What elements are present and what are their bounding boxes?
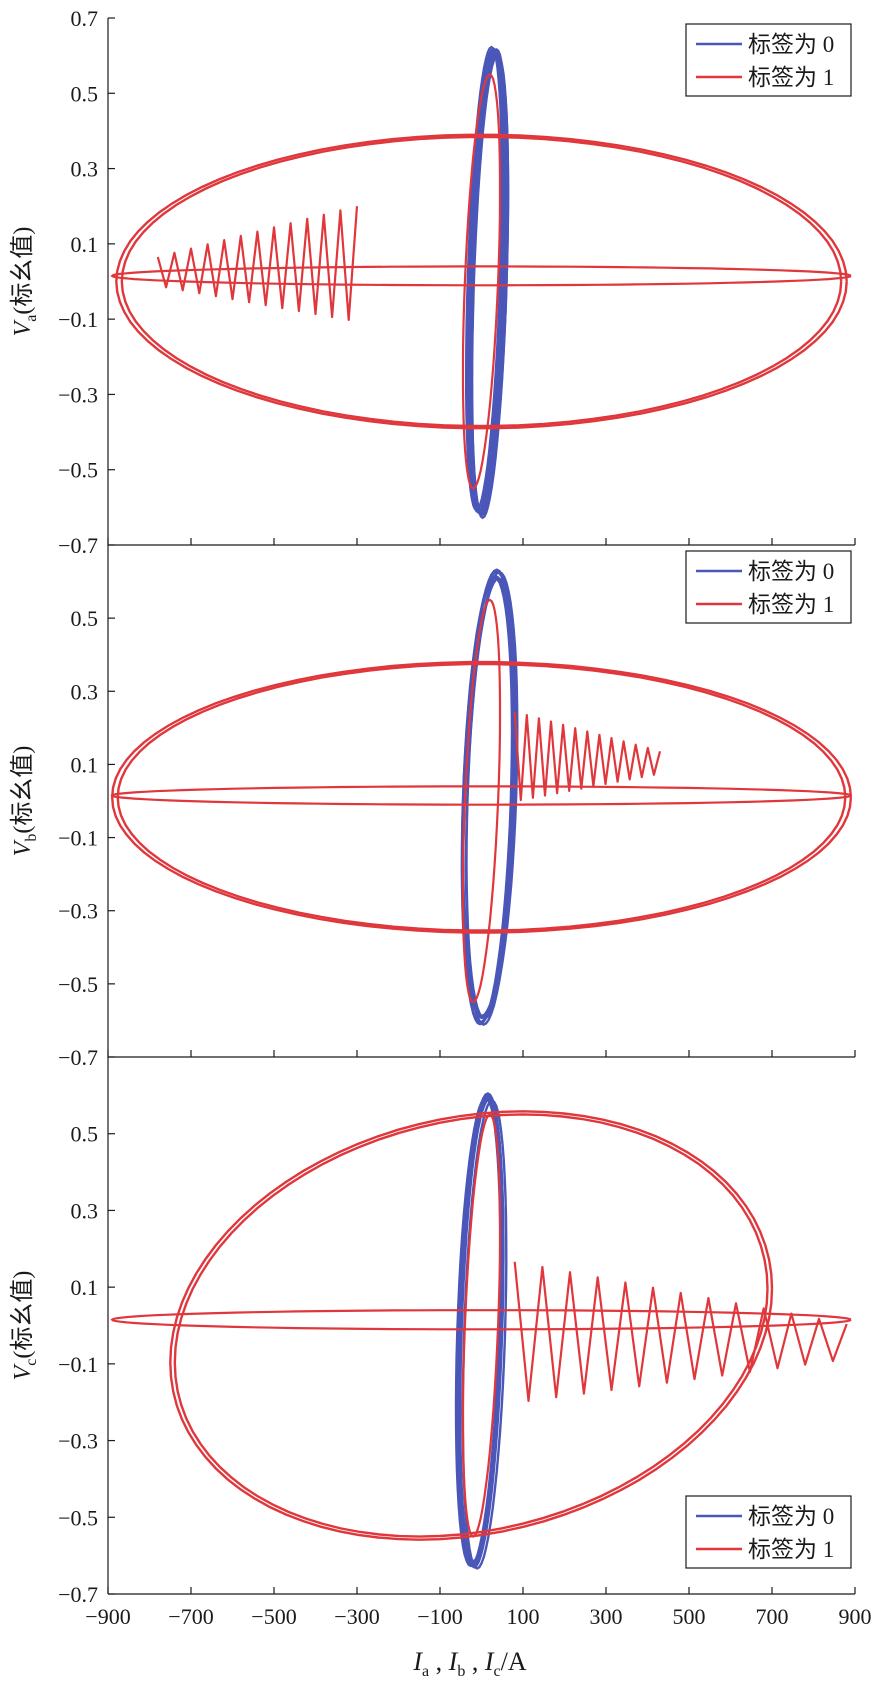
series-label0-b xyxy=(460,568,519,1026)
y-axis-label-a: Va(标幺值) xyxy=(9,227,40,337)
legend-label: 标签为 0 xyxy=(748,559,834,584)
y-tick-label: 0.1 xyxy=(71,1275,99,1300)
series-label1-b xyxy=(110,598,853,1004)
legend-c: 标签为 0 标签为 1 xyxy=(685,1495,852,1569)
legend-label: 标签为 1 xyxy=(748,1537,834,1562)
series-line xyxy=(173,1113,769,1538)
series-line xyxy=(513,1261,848,1402)
y-axis-label-c: Vc(标幺值) xyxy=(9,1271,40,1381)
y-tick-label: 0.3 xyxy=(71,1198,99,1223)
series-line xyxy=(120,135,843,428)
x-tick-label: 700 xyxy=(756,1604,789,1629)
x-tick-label: −100 xyxy=(417,1604,462,1629)
y-tick-label: −0.7 xyxy=(58,1582,98,1607)
legend-label: 标签为 0 xyxy=(748,1504,834,1529)
x-tick-label: 300 xyxy=(590,1604,623,1629)
y-tick-label: −0.1 xyxy=(58,1352,98,1377)
panel-a: −0.7 −0.5 −0.3 −0.1 0.1 0.3 0.5 0.7 Va(标幺值) 标签为 0… xyxy=(9,6,856,558)
series-line xyxy=(461,1113,502,1538)
y-tick-label: 0.1 xyxy=(71,752,99,777)
series-line xyxy=(110,1309,852,1331)
series-line xyxy=(468,50,510,517)
series-line xyxy=(156,206,359,321)
legend-a: 标签为 0 标签为 1 xyxy=(685,23,852,97)
x-tick-label: −900 xyxy=(85,1604,130,1629)
x-axis-label: Ia , Ib , Ic/A xyxy=(412,1647,526,1680)
legend-box xyxy=(685,550,852,624)
y-axis-var: V xyxy=(10,319,36,336)
y-tick-label: −0.3 xyxy=(58,899,98,924)
series-label1-c xyxy=(110,1110,852,1541)
y-tick-label: 0.1 xyxy=(71,232,99,257)
series-line xyxy=(169,1110,774,1541)
series-line xyxy=(462,570,517,1020)
y-tick-label: −0.1 xyxy=(58,307,98,332)
y-axis-unit: (标幺值) xyxy=(9,227,36,315)
y-axis-sub: c xyxy=(23,1359,40,1366)
series-line xyxy=(115,133,848,430)
legend-label: 标签为 0 xyxy=(748,32,834,57)
y-tick-label: 0.3 xyxy=(71,679,99,704)
series-line xyxy=(110,785,852,806)
y-axis-sub: a xyxy=(23,315,40,322)
y-tick-label: −0.5 xyxy=(58,1505,98,1530)
legend-label: 标签为 1 xyxy=(748,592,834,617)
series-label1-a xyxy=(110,73,852,490)
y-axis-sub: b xyxy=(23,834,40,842)
series-label0-a xyxy=(465,45,510,520)
y-tick-label: −0.7 xyxy=(58,533,98,558)
x-tick-label: −500 xyxy=(251,1604,296,1629)
legend-box xyxy=(685,1495,852,1569)
y-tick-label: 0.3 xyxy=(71,157,99,182)
panel-b: −0.7−0.5−0.3−0.10.10.30.5Vb(标幺值)标签为 0标签为… xyxy=(9,545,856,1070)
series-line xyxy=(116,662,847,932)
y-tick-label: −0.7 xyxy=(58,1045,98,1070)
y-tick-label: −0.3 xyxy=(58,1429,98,1454)
y-axis-unit: (标幺值) xyxy=(9,1271,36,1359)
y-tick-label: −0.1 xyxy=(58,826,98,851)
x-tick-label: −700 xyxy=(168,1604,213,1629)
y-tick-label: 0.5 xyxy=(71,81,99,106)
series-line xyxy=(461,73,502,490)
y-tick-label: −0.3 xyxy=(58,382,98,407)
series-line xyxy=(513,711,662,802)
legend-b: 标签为 0 标签为 1 xyxy=(685,550,852,624)
y-tick-label: −0.5 xyxy=(58,972,98,997)
series-line xyxy=(110,265,852,287)
panel-c: −0.7 −0.5 −0.3 −0.1 0.1 0.3 0.5 −900 −700 −500 −30… xyxy=(9,1057,872,1629)
y-axis-unit: (标幺值) xyxy=(9,746,36,834)
series-line xyxy=(110,660,853,934)
y-tick-label: 0.5 xyxy=(71,606,99,631)
x-tick-label: 900 xyxy=(839,1604,872,1629)
series-line xyxy=(461,598,502,1004)
y-tick-label: 0.7 xyxy=(71,6,99,31)
series-line xyxy=(466,47,507,514)
y-axis-label-b: Vb(标幺值) xyxy=(9,746,40,857)
x-tick-label: 500 xyxy=(673,1604,706,1629)
x-tick-label: 100 xyxy=(507,1604,540,1629)
y-tick-label: −0.5 xyxy=(58,458,98,483)
y-axis-var: V xyxy=(10,839,36,856)
y-axis-var: V xyxy=(10,1363,36,1380)
x-tick-label: −300 xyxy=(334,1604,379,1629)
series-line xyxy=(465,570,519,1020)
legend-box xyxy=(685,23,852,97)
y-tick-label: 0.5 xyxy=(71,1122,99,1147)
legend-label: 标签为 1 xyxy=(748,65,834,90)
